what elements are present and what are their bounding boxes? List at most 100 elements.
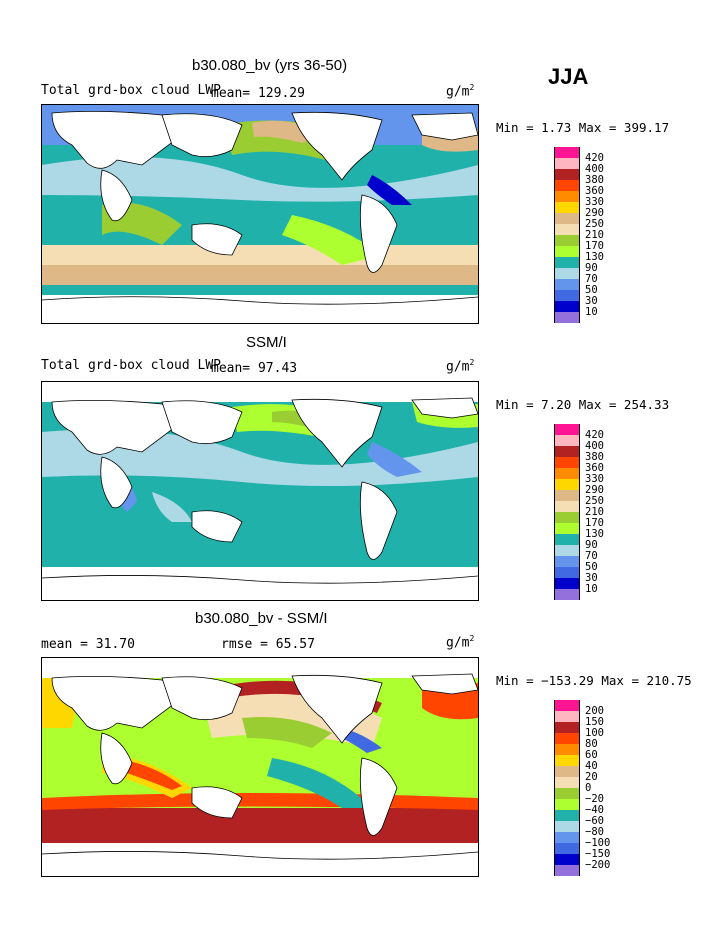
colorbar-tick-label: 210 — [585, 506, 604, 518]
colorbar-swatch — [554, 424, 580, 435]
colorbar-swatch — [554, 534, 580, 545]
colorbar-swatch — [554, 766, 580, 777]
colorbar-tick-label: 210 — [585, 229, 604, 241]
colorbar-tick-label: 170 — [585, 240, 604, 252]
colorbar-swatch — [554, 457, 580, 468]
panel-3-title: b30.080_bv - SSM/I — [195, 610, 328, 627]
colorbar-swatch — [554, 202, 580, 213]
season-label: JJA — [548, 64, 589, 89]
colorbar-swatch — [554, 180, 580, 191]
colorbar-tick-label: −100 — [585, 837, 611, 849]
colorbar-tick-label: −200 — [585, 859, 611, 871]
colorbar-swatch — [554, 512, 580, 523]
colorbar-swatch — [554, 158, 580, 169]
colorbar-tick-label: 10 — [585, 306, 598, 318]
colorbar-tick-label: 150 — [585, 716, 604, 728]
colorbar-swatch — [554, 224, 580, 235]
panel-1-variable-label: Total grd-box cloud LWP — [41, 83, 222, 98]
colorbar-swatch — [554, 810, 580, 821]
colorbar-tick-label: 70 — [585, 273, 598, 285]
colorbar-swatch — [554, 578, 580, 589]
colorbar-tick-label: 100 — [585, 727, 604, 739]
colorbar-swatch — [554, 446, 580, 457]
panel-3-mean-label: mean = 31.70 — [41, 637, 135, 652]
colorbar-swatch — [554, 301, 580, 312]
colorbar-tick-label: 70 — [585, 550, 598, 562]
panel-2-colorbar: 420 400 380 360 330 290 250 210 170 130 … — [554, 424, 634, 600]
colorbar-swatch — [554, 854, 580, 865]
colorbar-swatch — [554, 700, 580, 711]
panel-2-variable-label: Total grd-box cloud LWP — [41, 358, 222, 373]
colorbar-swatch — [554, 865, 580, 876]
colorbar-swatch — [554, 843, 580, 854]
panel-1-units: g/m2 — [446, 83, 475, 100]
panel-3-map — [41, 657, 479, 877]
colorbar-swatch — [554, 832, 580, 843]
colorbar-tick-label: 200 — [585, 705, 604, 717]
colorbar-swatch — [554, 213, 580, 224]
colorbar-tick-label: 400 — [585, 440, 604, 452]
colorbar-swatch — [554, 268, 580, 279]
colorbar-tick-label: −150 — [585, 848, 611, 860]
colorbar-tick-label: 130 — [585, 251, 604, 263]
colorbar-swatch — [554, 523, 580, 534]
colorbar-tick-label: −20 — [585, 793, 604, 805]
colorbar-swatch — [554, 722, 580, 733]
colorbar-swatch — [554, 733, 580, 744]
colorbar-swatch — [554, 257, 580, 268]
colorbar-swatch — [554, 567, 580, 578]
colorbar-tick-label: 290 — [585, 207, 604, 219]
panel-1-title: b30.080_bv (yrs 36-50) — [192, 57, 348, 74]
colorbar-tick-label: 400 — [585, 163, 604, 175]
colorbar-tick-label: 20 — [585, 771, 598, 783]
colorbar-swatch — [554, 777, 580, 788]
colorbar-swatch — [554, 589, 580, 600]
panel-1-colorbar: 420 400 380 360 330 290 250 210 170 130 … — [554, 147, 634, 323]
colorbar-swatch — [554, 479, 580, 490]
colorbar-swatch — [554, 235, 580, 246]
colorbar-tick-label: 80 — [585, 738, 598, 750]
colorbar-tick-label: 90 — [585, 539, 598, 551]
colorbar-tick-label: 130 — [585, 528, 604, 540]
colorbar-tick-label: 170 — [585, 517, 604, 529]
panel-2-mean-label: mean= 97.43 — [211, 361, 298, 376]
colorbar-tick-label: 290 — [585, 484, 604, 496]
colorbar-swatch — [554, 490, 580, 501]
panel-2-title: SSM/I — [246, 334, 287, 351]
panel-3-colorbar: 200 150 100 80 60 40 20 0 −20 −40 −60 −8… — [554, 700, 634, 876]
colorbar-swatch — [554, 169, 580, 180]
colorbar-swatch — [554, 290, 580, 301]
panel-1-mean-label: mean= 129.29 — [211, 86, 305, 101]
colorbar-swatch — [554, 147, 580, 158]
colorbar-tick-label: 40 — [585, 760, 598, 772]
panel-3-minmax: Min = −153.29 Max = 210.75 — [496, 673, 692, 688]
colorbar-swatch — [554, 545, 580, 556]
panel-2-units: g/m2 — [446, 358, 475, 375]
colorbar-tick-label: −40 — [585, 804, 604, 816]
colorbar-swatch — [554, 246, 580, 257]
colorbar-swatch — [554, 435, 580, 446]
colorbar-tick-label: 60 — [585, 749, 598, 761]
colorbar-swatch — [554, 468, 580, 479]
colorbar-swatch — [554, 744, 580, 755]
colorbar-swatch — [554, 711, 580, 722]
colorbar-swatch — [554, 556, 580, 567]
colorbar-swatch — [554, 191, 580, 202]
colorbar-tick-label: 330 — [585, 473, 604, 485]
colorbar-tick-label: 0 — [585, 782, 592, 794]
panel-3-rmse-label: rmse = 65.57 — [221, 637, 315, 652]
colorbar-tick-label: 360 — [585, 185, 604, 197]
colorbar-swatch — [554, 788, 580, 799]
colorbar-swatch — [554, 799, 580, 810]
panel-1-map — [41, 104, 479, 324]
panel-3-units: g/m2 — [446, 634, 475, 651]
colorbar-swatch — [554, 821, 580, 832]
colorbar-tick-label: 360 — [585, 462, 604, 474]
colorbar-swatch — [554, 755, 580, 766]
colorbar-tick-label: 380 — [585, 451, 604, 463]
panel-2-minmax: Min = 7.20 Max = 254.33 — [496, 397, 670, 412]
colorbar-tick-label: 420 — [585, 429, 604, 441]
panel-2-map — [41, 381, 479, 601]
colorbar-tick-label: 330 — [585, 196, 604, 208]
colorbar-swatch — [554, 279, 580, 290]
